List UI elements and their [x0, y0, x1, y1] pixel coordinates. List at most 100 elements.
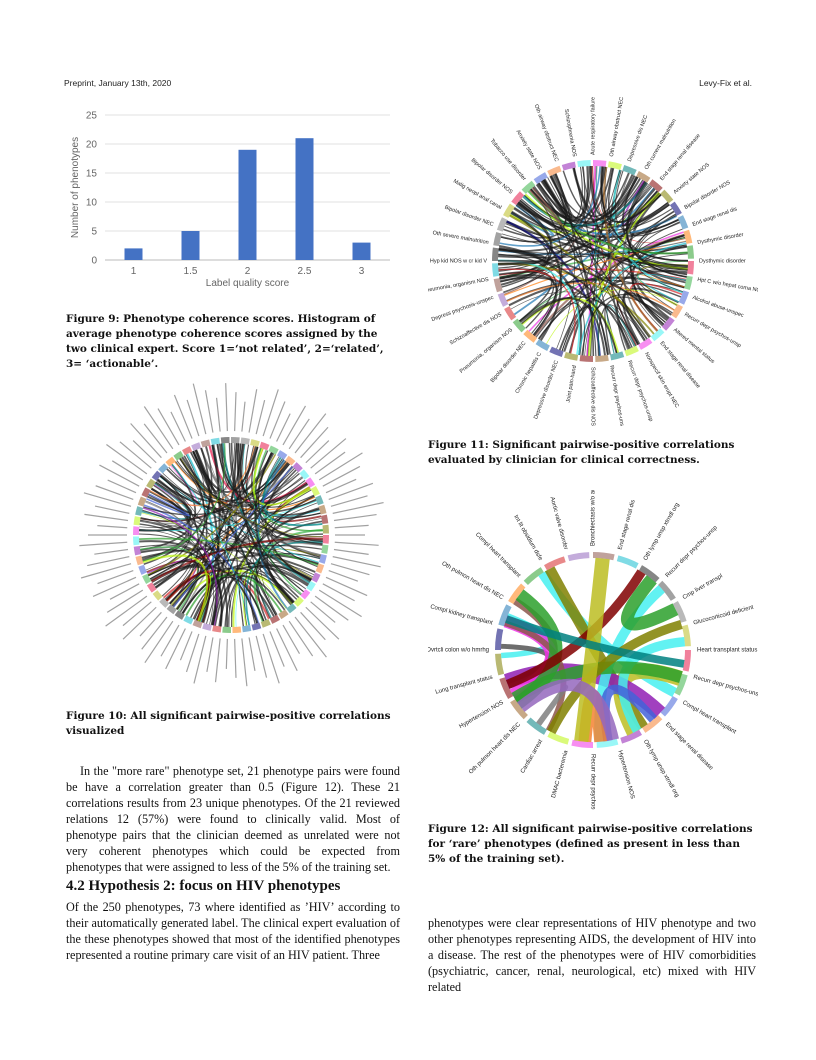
chord	[535, 302, 585, 356]
ring-segment	[648, 179, 663, 193]
ring-segment	[285, 455, 296, 466]
running-header-left: Preprint, January 13th, 2020	[64, 78, 172, 88]
label-stroke	[139, 611, 162, 637]
chord	[236, 443, 295, 604]
ring-segment	[660, 189, 674, 204]
ring-segment	[686, 245, 694, 259]
chord	[600, 166, 689, 262]
phenotype-label: Oth pulmon heart dis NEC	[468, 721, 522, 775]
label-stroke	[95, 485, 134, 500]
x-tick-label: 1.5	[184, 266, 198, 277]
y-tick-label: 5	[91, 227, 97, 238]
label-stroke	[330, 563, 370, 576]
ring-segment	[231, 437, 240, 444]
ring-segment	[497, 292, 509, 307]
phenotype-label: Oth severe malnutrition	[432, 230, 489, 246]
label-stroke	[330, 495, 368, 507]
label-stroke	[122, 606, 157, 640]
label-stroke	[241, 638, 248, 687]
ring-segment	[292, 462, 303, 473]
chord	[589, 166, 634, 217]
hiv-paragraph: Of the 250 phenotypes, 73 where identifi…	[66, 900, 400, 962]
ring-segment	[687, 261, 694, 275]
chord	[150, 558, 193, 589]
ring-segment	[159, 597, 170, 608]
ring-segment	[158, 463, 169, 474]
ring-segment	[242, 624, 252, 633]
chord	[147, 454, 277, 576]
label-stroke	[334, 541, 379, 546]
ring-segment	[322, 535, 329, 544]
x-tick-label: 2	[245, 266, 251, 277]
ring-segment	[678, 290, 690, 305]
ring-segment	[240, 437, 250, 445]
figure-10-chord-diagram	[79, 383, 384, 687]
phenotype-label: Oth pulmon heart dis NEC	[440, 561, 504, 602]
chord	[538, 570, 677, 698]
ring-segment	[521, 180, 536, 194]
chord	[149, 490, 312, 581]
label-stroke	[294, 413, 327, 454]
label-stroke	[314, 595, 349, 621]
ring-segment	[165, 456, 176, 467]
ring-segment	[135, 555, 144, 566]
phenotype-label: Joint pain-hand	[566, 365, 578, 403]
label-stroke	[109, 583, 140, 600]
ring-segment	[496, 217, 508, 232]
phenotype-label: Recurr depr psychos-unsp	[608, 365, 625, 426]
label-stroke	[157, 408, 180, 446]
chord	[519, 183, 563, 228]
ring-segment	[151, 470, 162, 481]
ring-segment	[183, 615, 194, 625]
x-axis-label: Label quality score	[206, 278, 290, 289]
label-stroke	[186, 399, 200, 437]
phenotype-label: Heart transplant status	[697, 648, 757, 654]
chord	[532, 187, 673, 231]
chord	[520, 166, 583, 225]
phenotype-label: Schizoaffective dis NOS	[590, 367, 596, 426]
ring-segment	[642, 715, 663, 733]
label-stroke	[87, 556, 130, 567]
chord	[148, 544, 322, 577]
ring-segment	[508, 583, 526, 604]
bar	[295, 138, 314, 260]
ring-segment	[311, 572, 321, 583]
phenotype-label: Lung transplant status	[435, 675, 494, 696]
y-tick-label: 20	[86, 140, 98, 151]
chord	[139, 537, 319, 566]
label-stroke	[122, 601, 152, 627]
label-stroke	[143, 423, 168, 454]
ring-segment	[133, 526, 140, 535]
label-stroke	[282, 405, 307, 446]
label-stroke	[322, 583, 355, 602]
label-stroke	[241, 401, 246, 432]
label-stroke	[255, 635, 268, 678]
label-stroke	[225, 383, 228, 432]
chord	[139, 466, 294, 525]
label-stroke	[288, 418, 310, 450]
label-stroke	[106, 443, 148, 475]
chord	[212, 469, 297, 626]
chord	[519, 211, 675, 322]
phenotype-label: Recurr depr psychos-unsp	[589, 754, 595, 810]
bar	[181, 231, 200, 260]
ring-segment	[493, 278, 503, 293]
chord-group	[495, 552, 691, 748]
label-stroke	[269, 401, 286, 439]
label-stroke	[160, 624, 180, 657]
phenotype-label: Oth lymp unsp xtrndl org	[643, 502, 681, 562]
chord-group	[133, 437, 329, 633]
ring-segment	[200, 439, 211, 448]
phenotype-label: Acute respiratory failure	[590, 97, 596, 155]
phenotype-label: Chronic hepatitis C	[515, 352, 543, 395]
phenotype-label: Cardiac arrest	[520, 739, 544, 775]
figure-11-caption: Figure 11: Significant pairwise-positive…	[428, 439, 735, 466]
ring-segment	[682, 650, 691, 672]
phenotype-label: Anxiety state NOS	[515, 129, 543, 171]
chord	[561, 169, 621, 352]
ring-segment	[260, 619, 271, 628]
chord	[175, 443, 245, 610]
ring-segment	[322, 524, 329, 534]
label-stroke	[119, 441, 152, 469]
ring-segment	[624, 345, 639, 357]
